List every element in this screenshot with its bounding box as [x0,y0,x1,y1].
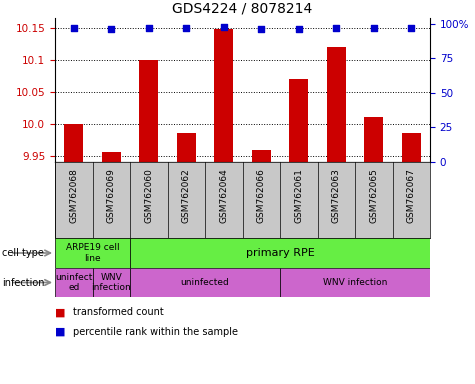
Text: ■: ■ [55,307,66,317]
Point [408,25,415,31]
Text: ■: ■ [55,326,66,336]
Text: GSM762060: GSM762060 [144,168,153,223]
Text: uninfect
ed: uninfect ed [55,273,93,292]
Text: GSM762067: GSM762067 [407,168,416,223]
Bar [93,268,130,297]
Bar [177,133,196,162]
Text: GSM762065: GSM762065 [369,168,378,223]
Bar [55,268,93,297]
Text: uninfected: uninfected [180,278,229,287]
Point [295,26,303,32]
Bar [130,238,430,268]
Point [220,23,228,30]
Point [70,25,77,31]
Text: ARPE19 cell
line: ARPE19 cell line [66,243,119,263]
Bar [130,268,280,297]
Bar [214,29,233,162]
Bar [289,79,308,162]
Bar [102,152,121,162]
Point [257,26,265,32]
Text: GSM762066: GSM762066 [257,168,266,223]
Bar [139,60,158,162]
Point [107,26,115,32]
Bar [364,117,383,162]
Text: infection: infection [2,278,45,288]
Point [332,25,340,31]
Text: GSM762068: GSM762068 [69,168,78,223]
Bar [402,133,421,162]
Title: GDS4224 / 8078214: GDS4224 / 8078214 [172,2,313,15]
Bar [65,124,83,162]
Bar [55,238,130,268]
Text: GSM762061: GSM762061 [294,168,303,223]
Bar [280,268,430,297]
Bar [327,47,346,162]
Point [182,25,190,31]
Text: percentile rank within the sample: percentile rank within the sample [73,326,238,336]
Text: transformed count: transformed count [73,307,164,317]
Text: cell type: cell type [2,248,44,258]
Text: primary RPE: primary RPE [246,248,314,258]
Text: GSM762063: GSM762063 [332,168,341,223]
Bar [252,151,271,162]
Point [370,25,378,31]
Text: GSM762064: GSM762064 [219,168,228,223]
Point [145,25,152,31]
Text: GSM762069: GSM762069 [107,168,116,223]
Text: WNV infection: WNV infection [323,278,387,287]
Text: WNV
infection: WNV infection [91,273,131,292]
Text: GSM762062: GSM762062 [182,168,191,223]
